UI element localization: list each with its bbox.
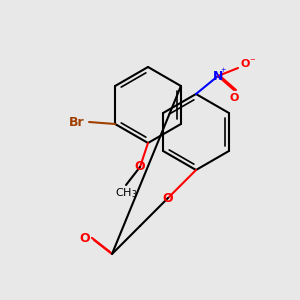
Text: CH$_3$: CH$_3$ [115,186,137,200]
Text: O: O [163,191,173,205]
Text: $^+$: $^+$ [219,67,227,77]
Text: O: O [135,160,145,173]
Text: O: O [229,93,239,103]
Text: O: O [80,232,90,244]
Text: $^-$: $^-$ [248,57,256,67]
Text: O: O [240,59,250,69]
Text: Br: Br [69,116,85,128]
Text: N: N [213,70,223,83]
